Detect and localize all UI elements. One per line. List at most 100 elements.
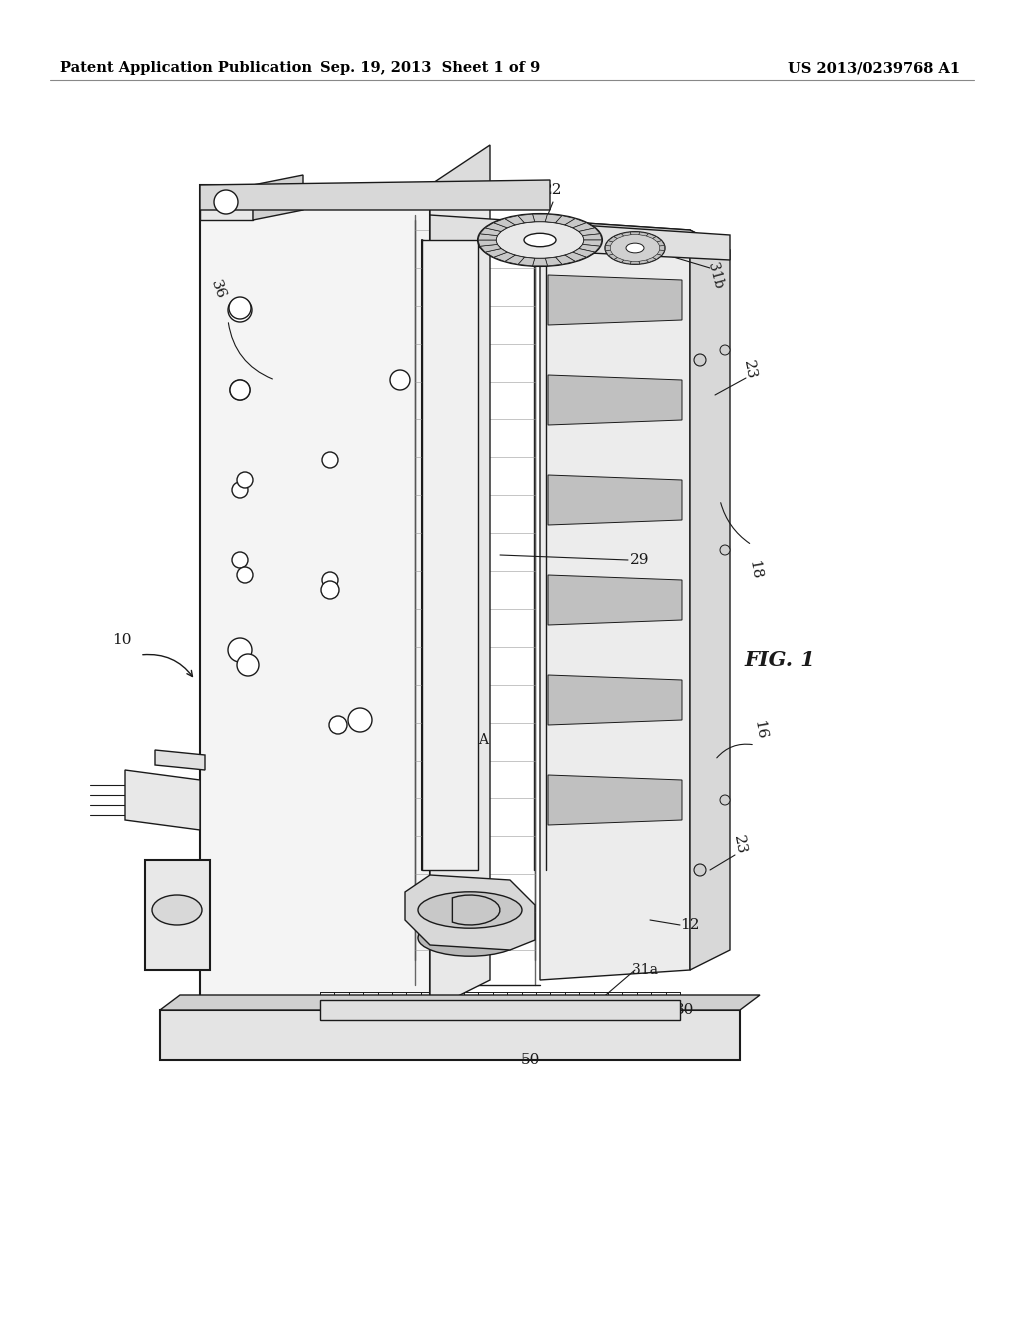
Circle shape (694, 354, 706, 366)
Polygon shape (453, 895, 500, 925)
Polygon shape (583, 240, 602, 247)
Polygon shape (319, 1001, 680, 1020)
Circle shape (230, 380, 250, 400)
Polygon shape (494, 252, 515, 261)
Polygon shape (565, 252, 587, 261)
Circle shape (720, 795, 730, 805)
Polygon shape (565, 219, 587, 228)
Circle shape (237, 473, 253, 488)
Polygon shape (556, 215, 575, 224)
Polygon shape (548, 275, 682, 325)
Polygon shape (657, 249, 665, 255)
Text: FIG. 1: FIG. 1 (744, 649, 815, 671)
Polygon shape (430, 185, 490, 1010)
Polygon shape (160, 1010, 740, 1060)
Polygon shape (579, 228, 600, 235)
Text: US 2013/0239768 A1: US 2013/0239768 A1 (787, 61, 961, 75)
Circle shape (232, 482, 248, 498)
Polygon shape (652, 236, 662, 242)
Polygon shape (548, 475, 682, 525)
Text: 23: 23 (731, 834, 749, 855)
Polygon shape (546, 214, 562, 223)
Polygon shape (608, 255, 617, 260)
Ellipse shape (478, 214, 602, 267)
Circle shape (322, 572, 338, 587)
Polygon shape (505, 255, 524, 264)
Polygon shape (639, 260, 648, 264)
Polygon shape (485, 248, 507, 257)
Circle shape (214, 190, 238, 214)
Polygon shape (505, 215, 524, 224)
Circle shape (694, 865, 706, 876)
Text: 50: 50 (520, 1053, 540, 1067)
Circle shape (228, 298, 252, 322)
Ellipse shape (152, 895, 202, 925)
Text: Patent Application Publication: Patent Application Publication (60, 61, 312, 75)
Text: 22: 22 (544, 183, 563, 197)
Polygon shape (546, 257, 562, 265)
Ellipse shape (626, 243, 644, 253)
Polygon shape (422, 240, 478, 870)
Polygon shape (480, 228, 501, 235)
Circle shape (237, 568, 253, 583)
Polygon shape (579, 244, 600, 252)
Polygon shape (518, 214, 535, 223)
Circle shape (228, 638, 252, 663)
Polygon shape (639, 232, 648, 236)
Polygon shape (657, 240, 665, 246)
Polygon shape (608, 236, 617, 242)
Polygon shape (430, 215, 730, 260)
Polygon shape (418, 909, 522, 939)
Polygon shape (605, 249, 612, 255)
Text: 23: 23 (741, 359, 759, 380)
Text: 31a: 31a (632, 964, 658, 977)
Polygon shape (573, 223, 595, 231)
Polygon shape (200, 180, 550, 210)
Text: 31b: 31b (705, 261, 725, 290)
Text: 10: 10 (113, 634, 132, 647)
Circle shape (229, 297, 251, 319)
Polygon shape (518, 257, 535, 265)
Polygon shape (200, 145, 490, 190)
Text: 36: 36 (208, 279, 228, 301)
Ellipse shape (418, 892, 522, 928)
Circle shape (348, 708, 372, 733)
Polygon shape (583, 234, 602, 240)
Polygon shape (631, 261, 640, 264)
Polygon shape (478, 234, 498, 240)
Polygon shape (253, 176, 303, 220)
Polygon shape (548, 675, 682, 725)
Polygon shape (605, 246, 610, 251)
Polygon shape (631, 232, 640, 235)
Polygon shape (494, 219, 515, 228)
Polygon shape (155, 750, 205, 770)
Ellipse shape (463, 906, 477, 913)
Circle shape (322, 451, 338, 469)
Polygon shape (478, 240, 498, 247)
Polygon shape (406, 875, 535, 950)
Polygon shape (622, 260, 631, 264)
Polygon shape (622, 232, 631, 236)
Polygon shape (200, 185, 253, 220)
Text: 12: 12 (680, 917, 699, 932)
Ellipse shape (496, 222, 584, 259)
Text: Sep. 19, 2013  Sheet 1 of 9: Sep. 19, 2013 Sheet 1 of 9 (319, 61, 540, 75)
Text: 30: 30 (675, 1003, 694, 1016)
Polygon shape (532, 259, 548, 265)
Circle shape (321, 581, 339, 599)
Polygon shape (605, 240, 612, 246)
Polygon shape (548, 375, 682, 425)
Ellipse shape (524, 234, 556, 247)
Circle shape (329, 715, 347, 734)
Polygon shape (646, 257, 656, 263)
Circle shape (232, 552, 248, 568)
Polygon shape (659, 246, 665, 251)
Circle shape (390, 370, 410, 389)
Ellipse shape (605, 232, 665, 264)
Polygon shape (480, 244, 501, 252)
Circle shape (720, 345, 730, 355)
Polygon shape (540, 220, 690, 979)
Ellipse shape (418, 920, 522, 956)
Polygon shape (145, 861, 210, 970)
Polygon shape (613, 234, 624, 239)
